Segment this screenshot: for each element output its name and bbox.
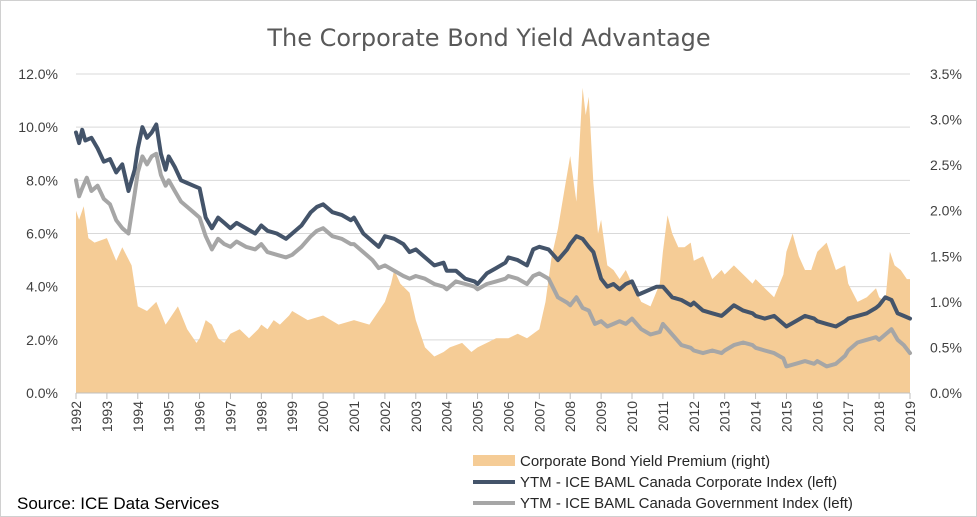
x-tick-label: 2000 (315, 401, 331, 432)
x-tick-label: 2019 (902, 401, 918, 432)
x-tick-label: 2015 (778, 401, 794, 432)
y-right-tick-label: 1.5% (930, 248, 962, 264)
x-tick-label: 2008 (562, 401, 578, 432)
x-tick-label: 2001 (346, 401, 362, 432)
x-tick-label: 1995 (161, 401, 177, 432)
legend-label: Corporate Bond Yield Premium (right) (520, 453, 770, 470)
y-left-tick-label: 10.0% (18, 119, 58, 135)
y-right-tick-label: 3.5% (930, 66, 962, 82)
corporate-yield-line (74, 122, 912, 329)
y-right-tick-label: 0.5% (930, 339, 962, 355)
x-tick-label: 2004 (439, 401, 455, 432)
legend-label: YTM - ICE BAML Canada Government Index (… (520, 495, 853, 512)
y-left-tick-label: 4.0% (26, 279, 58, 295)
y-right-tick-label: 1.0% (930, 294, 962, 310)
x-tick-label: 1997 (222, 401, 238, 432)
y-right-tick-label: 2.0% (930, 203, 962, 219)
source-note: Source: ICE Data Services (17, 494, 219, 513)
government-yield-line (74, 151, 912, 369)
y-left-tick-label: 6.0% (26, 226, 58, 242)
x-tick-label: 2009 (593, 401, 609, 432)
legend-label: YTM - ICE BAML Canada Corporate Index (l… (520, 474, 837, 491)
y-left-tick-label: 2.0% (26, 332, 58, 348)
x-tick-label: 1998 (253, 401, 269, 432)
x-tick-label: 2011 (655, 401, 671, 431)
line-layer (74, 122, 912, 369)
x-tick-label: 2003 (408, 401, 424, 432)
y-right-tick-label: 2.5% (930, 157, 962, 173)
legend-swatch-premium (473, 455, 515, 466)
x-tick-label: 2012 (686, 401, 702, 432)
x-tick-label: 2007 (531, 401, 547, 432)
premium-area (76, 87, 910, 393)
y-right-tick-label: 3.0% (930, 112, 962, 128)
x-tick-label: 1999 (284, 401, 300, 432)
x-tick-label: 2005 (470, 401, 486, 432)
x-tick-label: 2016 (809, 401, 825, 432)
x-tick-label: 2017 (840, 401, 856, 432)
area-layer (76, 87, 910, 393)
x-tick-label: 2002 (377, 401, 393, 432)
x-tick-label: 1994 (130, 401, 146, 432)
x-tick-label: 2014 (748, 401, 764, 432)
chart-title: The Corporate Bond Yield Advantage (266, 24, 710, 52)
x-tick-label: 1993 (99, 401, 115, 432)
axis-layer: 1992 1993 1994 1995 1996 1997 1998 1999 2000 2001… (18, 66, 962, 432)
y-left-tick-label: 12.0% (18, 66, 58, 82)
y-right-tick-label: 0.0% (930, 385, 962, 401)
x-tick-label: 2010 (624, 401, 640, 432)
x-tick-label: 1992 (68, 401, 84, 432)
x-tick-label: 2018 (871, 401, 887, 432)
x-tick-label: 2013 (717, 401, 733, 432)
y-left-tick-label: 0.0% (26, 385, 58, 401)
x-tick-label: 2006 (500, 401, 516, 432)
legend: Corporate Bond Yield Premium (right) YTM … (473, 453, 853, 512)
x-tick-label: 1996 (192, 401, 208, 432)
y-left-tick-label: 8.0% (26, 172, 58, 188)
